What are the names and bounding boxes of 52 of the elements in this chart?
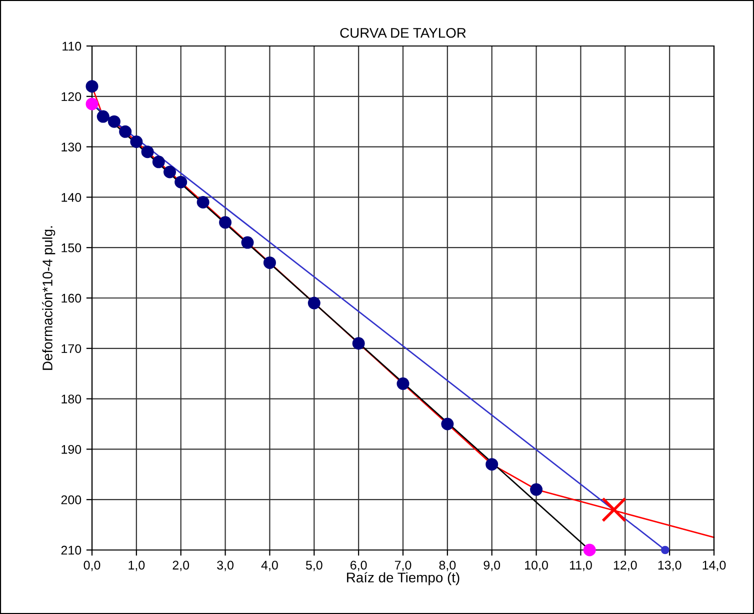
- point: [152, 156, 165, 168]
- x-tick-label: 13,0: [658, 560, 682, 572]
- x-tick-label: 7,0: [394, 560, 412, 572]
- point: [352, 337, 365, 350]
- y-tick-label: 210: [61, 546, 82, 555]
- x-tick-label: 9,0: [484, 560, 500, 572]
- x-tick-label: 12,0: [614, 560, 637, 572]
- x-tick-label: 0,0: [84, 560, 100, 572]
- x-tick-label: 1,0: [128, 560, 145, 572]
- point: [308, 296, 320, 310]
- x-axis-title: Raíz de Tiempo (t): [347, 572, 460, 586]
- y-axis-title: Deformación*10-4 pulg.: [42, 226, 56, 370]
- x-tick-label: 10,0: [525, 560, 548, 572]
- y-tick-label: 110: [62, 42, 82, 51]
- y-tick-label: 120: [62, 92, 82, 102]
- y-tick-label: 180: [62, 394, 82, 404]
- x-tick-label: 14,0: [702, 560, 726, 572]
- y-tick-label: 200: [61, 495, 82, 504]
- point: [219, 216, 232, 229]
- x-tick-label: 5,0: [306, 560, 322, 572]
- x-tick-label: 4,0: [261, 560, 278, 572]
- y-tick-label: 160: [62, 294, 82, 303]
- y-tick-label: 190: [62, 445, 82, 454]
- x-tick-label: 11,0: [570, 560, 592, 572]
- x-tick-label: 2,0: [172, 560, 190, 572]
- point: [174, 176, 188, 188]
- point: [441, 418, 454, 430]
- y-tick-label: 130: [62, 142, 82, 152]
- point: [196, 196, 210, 208]
- point: [602, 497, 627, 522]
- point: [96, 110, 110, 123]
- point: [660, 546, 670, 554]
- point: [119, 125, 132, 138]
- point: [486, 458, 498, 471]
- x-tick-label: 8,0: [439, 560, 456, 572]
- y-tick-label: 140: [62, 193, 82, 202]
- point: [141, 146, 154, 158]
- y-tick-label: 150: [62, 243, 82, 252]
- x-tick-label: 6,0: [350, 560, 367, 572]
- point: [86, 80, 98, 93]
- point: [263, 256, 276, 269]
- point: [241, 236, 254, 249]
- point: [86, 98, 98, 110]
- point: [164, 166, 176, 178]
- x-tick-label: 3,0: [217, 560, 234, 572]
- point: [583, 544, 596, 556]
- y-tick-label: 170: [62, 344, 82, 354]
- point: [530, 483, 543, 496]
- chart-title: CURVA DE TAYLOR: [340, 28, 466, 38]
- point: [396, 377, 410, 390]
- point: [130, 136, 143, 148]
- point: [108, 115, 120, 128]
